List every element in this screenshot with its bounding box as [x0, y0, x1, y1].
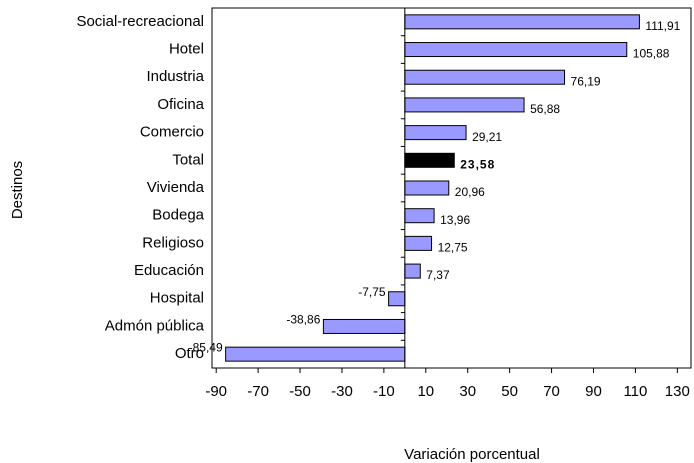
value-label: 105,88: [633, 47, 670, 61]
value-label: -38,86: [286, 313, 320, 327]
bar: [404, 263, 421, 279]
value-label: 29,21: [472, 130, 502, 144]
value-label: 111,91: [645, 19, 680, 33]
value-label: 7,37: [426, 268, 450, 282]
value-label: 12,75: [438, 241, 468, 255]
bar: [322, 318, 406, 334]
x-tick-label: 70: [543, 383, 560, 400]
y-tick-label: Educación: [134, 262, 204, 279]
value-label: -85,49: [189, 340, 223, 354]
plot-frame: [211, 7, 692, 369]
value-label: 23,58: [460, 157, 495, 171]
y-tick-label: Oficina: [157, 96, 204, 113]
bar: [225, 346, 406, 362]
bar: [404, 69, 566, 85]
x-tick-label: -90: [205, 383, 227, 400]
value-label: 76,19: [571, 74, 601, 88]
bar: [404, 125, 467, 141]
value-label: 56,88: [530, 102, 560, 116]
bar: [404, 97, 525, 113]
x-tick-label: 90: [585, 383, 602, 400]
x-tick-label: -10: [373, 383, 395, 400]
x-tick-label: 110: [623, 383, 647, 400]
y-tick-label: Otro: [175, 345, 204, 362]
y-tick-label: Industria: [146, 68, 204, 85]
bar: [388, 291, 406, 307]
x-tick-label: 50: [501, 383, 518, 400]
y-tick-label: Religioso: [142, 234, 204, 251]
x-tick-label: -50: [289, 383, 311, 400]
bar: [404, 235, 433, 251]
y-axis-label: Destinos: [9, 161, 26, 219]
bar: [404, 42, 628, 58]
x-tick-label: -70: [247, 383, 269, 400]
x-tick-label: 10: [417, 383, 434, 400]
value-label: 13,96: [440, 213, 470, 227]
x-tick-label: 30: [459, 383, 476, 400]
bar: [404, 14, 640, 30]
y-tick-label: Hospital: [150, 290, 204, 307]
x-tick-label: -30: [331, 383, 353, 400]
bar: [404, 152, 455, 168]
y-tick-label: Admón pública: [105, 317, 205, 334]
y-tick-label: Hotel: [169, 41, 204, 58]
x-tick-label: 130: [665, 383, 690, 400]
value-label: -7,75: [358, 285, 386, 299]
value-label: 20,96: [455, 185, 485, 199]
x-axis-label: Variación porcentual: [404, 446, 540, 463]
y-tick-label: Vivienda: [147, 179, 205, 196]
bar: [404, 208, 435, 224]
bar: [404, 180, 450, 196]
y-tick-label: Bodega: [152, 207, 204, 224]
y-tick-label: Social-recreacional: [76, 13, 204, 30]
y-tick-label: Total: [172, 151, 204, 168]
y-tick-label: Comercio: [140, 124, 204, 141]
